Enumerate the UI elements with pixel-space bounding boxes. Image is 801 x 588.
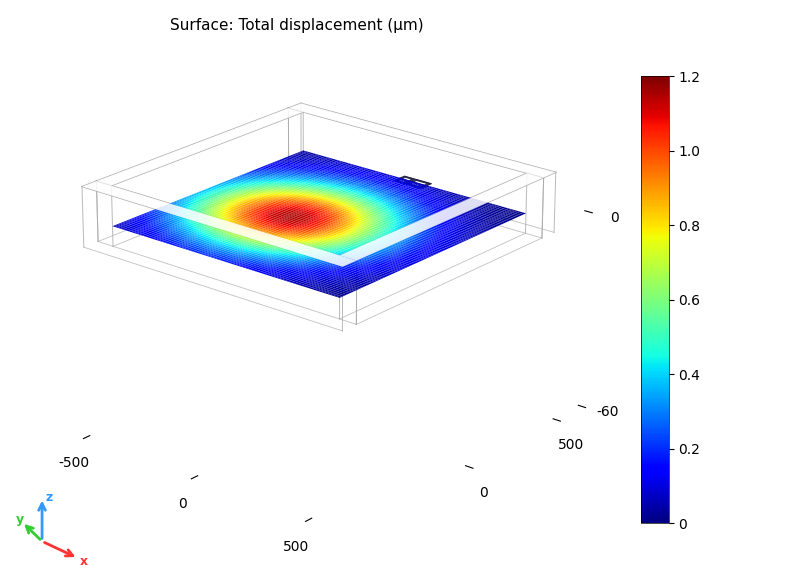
Text: Surface: Total displacement (μm): Surface: Total displacement (μm) [170, 18, 423, 33]
Text: x: x [80, 556, 88, 569]
Text: z: z [45, 491, 52, 505]
Text: y: y [16, 513, 24, 526]
